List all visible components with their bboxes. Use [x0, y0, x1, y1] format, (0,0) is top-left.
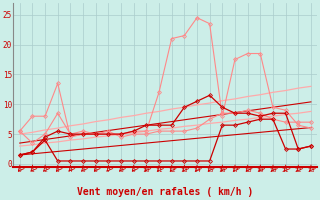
X-axis label: Vent moyen/en rafales ( km/h ): Vent moyen/en rafales ( km/h ) [77, 187, 253, 197]
